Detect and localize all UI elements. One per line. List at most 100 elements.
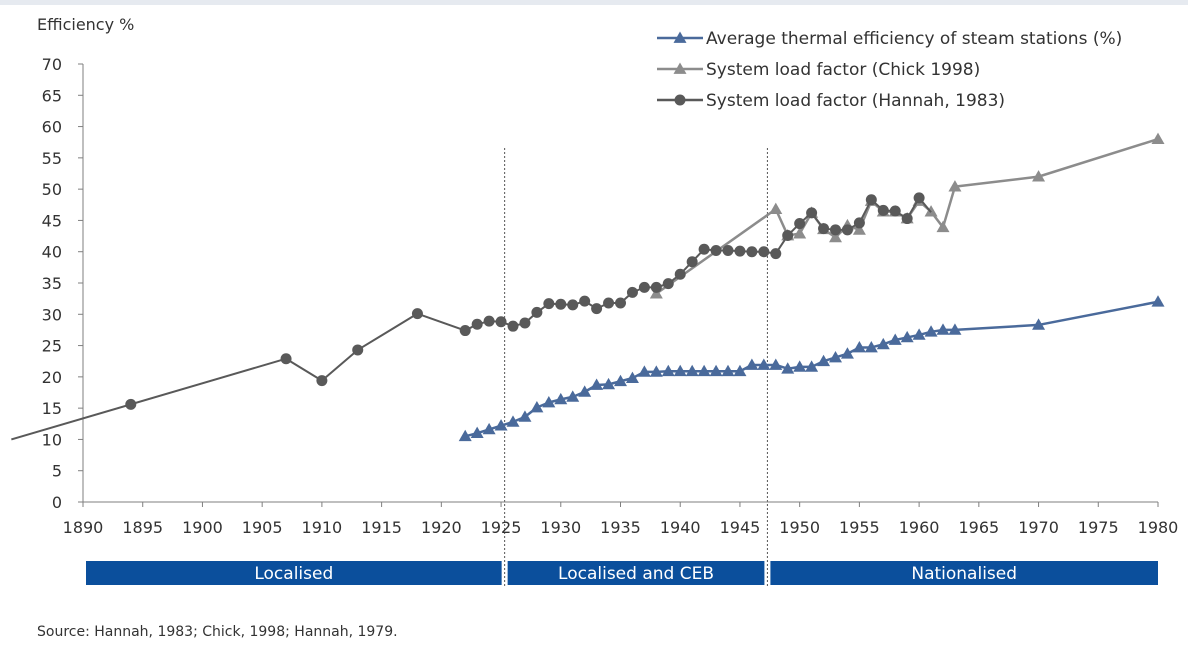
y-tick-label: 45 <box>42 211 62 230</box>
axes: 0 5 10 15 20 25 30 35 40 45 50 55 60 65 70 1890 1895 1900… <box>42 55 1179 537</box>
data-point <box>948 180 962 192</box>
data-point <box>734 245 746 257</box>
data-point <box>924 325 938 337</box>
x-tick-label: 1960 <box>899 518 940 537</box>
data-point <box>626 286 638 298</box>
legend-label: System load factor (Chick 1998) <box>706 60 980 80</box>
series-3 <box>11 192 932 441</box>
data-point <box>554 392 568 405</box>
data-point <box>495 316 507 328</box>
data-point <box>757 358 771 370</box>
data-point <box>830 224 841 236</box>
legend-label: System load factor (Hannah, 1983) <box>706 91 1005 111</box>
data-point <box>637 365 651 377</box>
x-tick-label: 1935 <box>600 518 641 537</box>
data-point <box>125 398 137 410</box>
series-lines <box>11 132 1165 442</box>
y-tick-label: 30 <box>42 305 62 324</box>
data-point <box>543 298 555 310</box>
period-band-bar <box>770 561 1158 585</box>
data-point <box>411 308 423 320</box>
y-tick-label: 70 <box>42 55 62 74</box>
data-point <box>901 213 913 225</box>
data-point <box>864 340 878 353</box>
data-point <box>542 396 556 408</box>
y-tick-label: 40 <box>42 243 62 262</box>
data-point <box>555 298 567 310</box>
data-point <box>1032 170 1046 182</box>
data-point <box>458 429 472 442</box>
data-point <box>567 299 579 311</box>
data-point <box>649 365 663 377</box>
period-band: Localised and CEB <box>507 561 765 585</box>
data-point <box>709 364 723 377</box>
data-point <box>566 390 580 402</box>
data-point <box>483 315 495 327</box>
data-point <box>352 344 364 356</box>
data-point <box>494 419 508 431</box>
data-point <box>782 229 794 241</box>
data-point <box>733 364 747 377</box>
data-point <box>710 244 722 256</box>
data-point <box>615 297 626 309</box>
y-tick-label: 60 <box>42 118 62 137</box>
data-point <box>889 205 901 217</box>
data-point <box>876 337 890 350</box>
data-point <box>482 422 496 435</box>
data-point <box>280 353 292 365</box>
data-point <box>841 224 853 236</box>
data-point <box>948 323 962 335</box>
data-point <box>912 328 926 340</box>
data-point <box>840 347 854 359</box>
data-point <box>614 374 627 387</box>
legend-entry: System load factor (Hannah, 1983) <box>657 91 1005 111</box>
data-point <box>805 360 819 372</box>
y-tick-label: 55 <box>42 149 62 168</box>
data-point <box>673 364 687 377</box>
data-point <box>316 375 328 387</box>
y-tick-label: 50 <box>42 180 62 199</box>
data-point <box>697 364 711 377</box>
data-point <box>603 297 615 309</box>
data-point <box>817 354 831 367</box>
top-border <box>0 0 1188 5</box>
data-point <box>459 325 471 337</box>
data-point <box>650 281 662 293</box>
y-tick-label: 25 <box>42 337 62 356</box>
x-tick-label: 1975 <box>1078 518 1119 537</box>
data-point <box>888 333 902 345</box>
y-tick-label: 65 <box>42 86 62 105</box>
data-point <box>758 246 770 258</box>
x-tick-label: 1940 <box>660 518 701 537</box>
data-point <box>806 207 818 219</box>
data-point <box>531 306 543 318</box>
data-point <box>625 371 639 383</box>
x-tick-label: 1895 <box>122 518 163 537</box>
x-tick-label: 1905 <box>242 518 283 537</box>
data-point <box>686 256 698 268</box>
data-point <box>1032 318 1046 330</box>
data-point <box>661 364 675 377</box>
data-point <box>698 243 710 255</box>
data-point <box>1151 295 1165 307</box>
data-point <box>829 230 842 243</box>
data-point <box>769 202 783 215</box>
y-tick-label: 15 <box>42 399 62 418</box>
data-point <box>745 358 759 370</box>
period-band: Localised <box>86 561 502 585</box>
data-point <box>578 385 592 397</box>
x-tick-label: 1900 <box>182 518 223 537</box>
x-tick-label: 1955 <box>839 518 880 537</box>
data-point <box>852 223 866 235</box>
data-point <box>685 364 699 377</box>
data-point <box>781 362 795 374</box>
legend-marker <box>673 31 687 43</box>
data-point <box>674 268 686 280</box>
data-point <box>829 350 842 363</box>
x-tick-label: 1970 <box>1018 518 1059 537</box>
data-point <box>877 204 889 216</box>
data-point <box>936 323 950 335</box>
period-band-bar <box>507 561 765 585</box>
legend: Average thermal efficiency of steam stat… <box>657 29 1122 111</box>
data-point <box>936 220 950 233</box>
